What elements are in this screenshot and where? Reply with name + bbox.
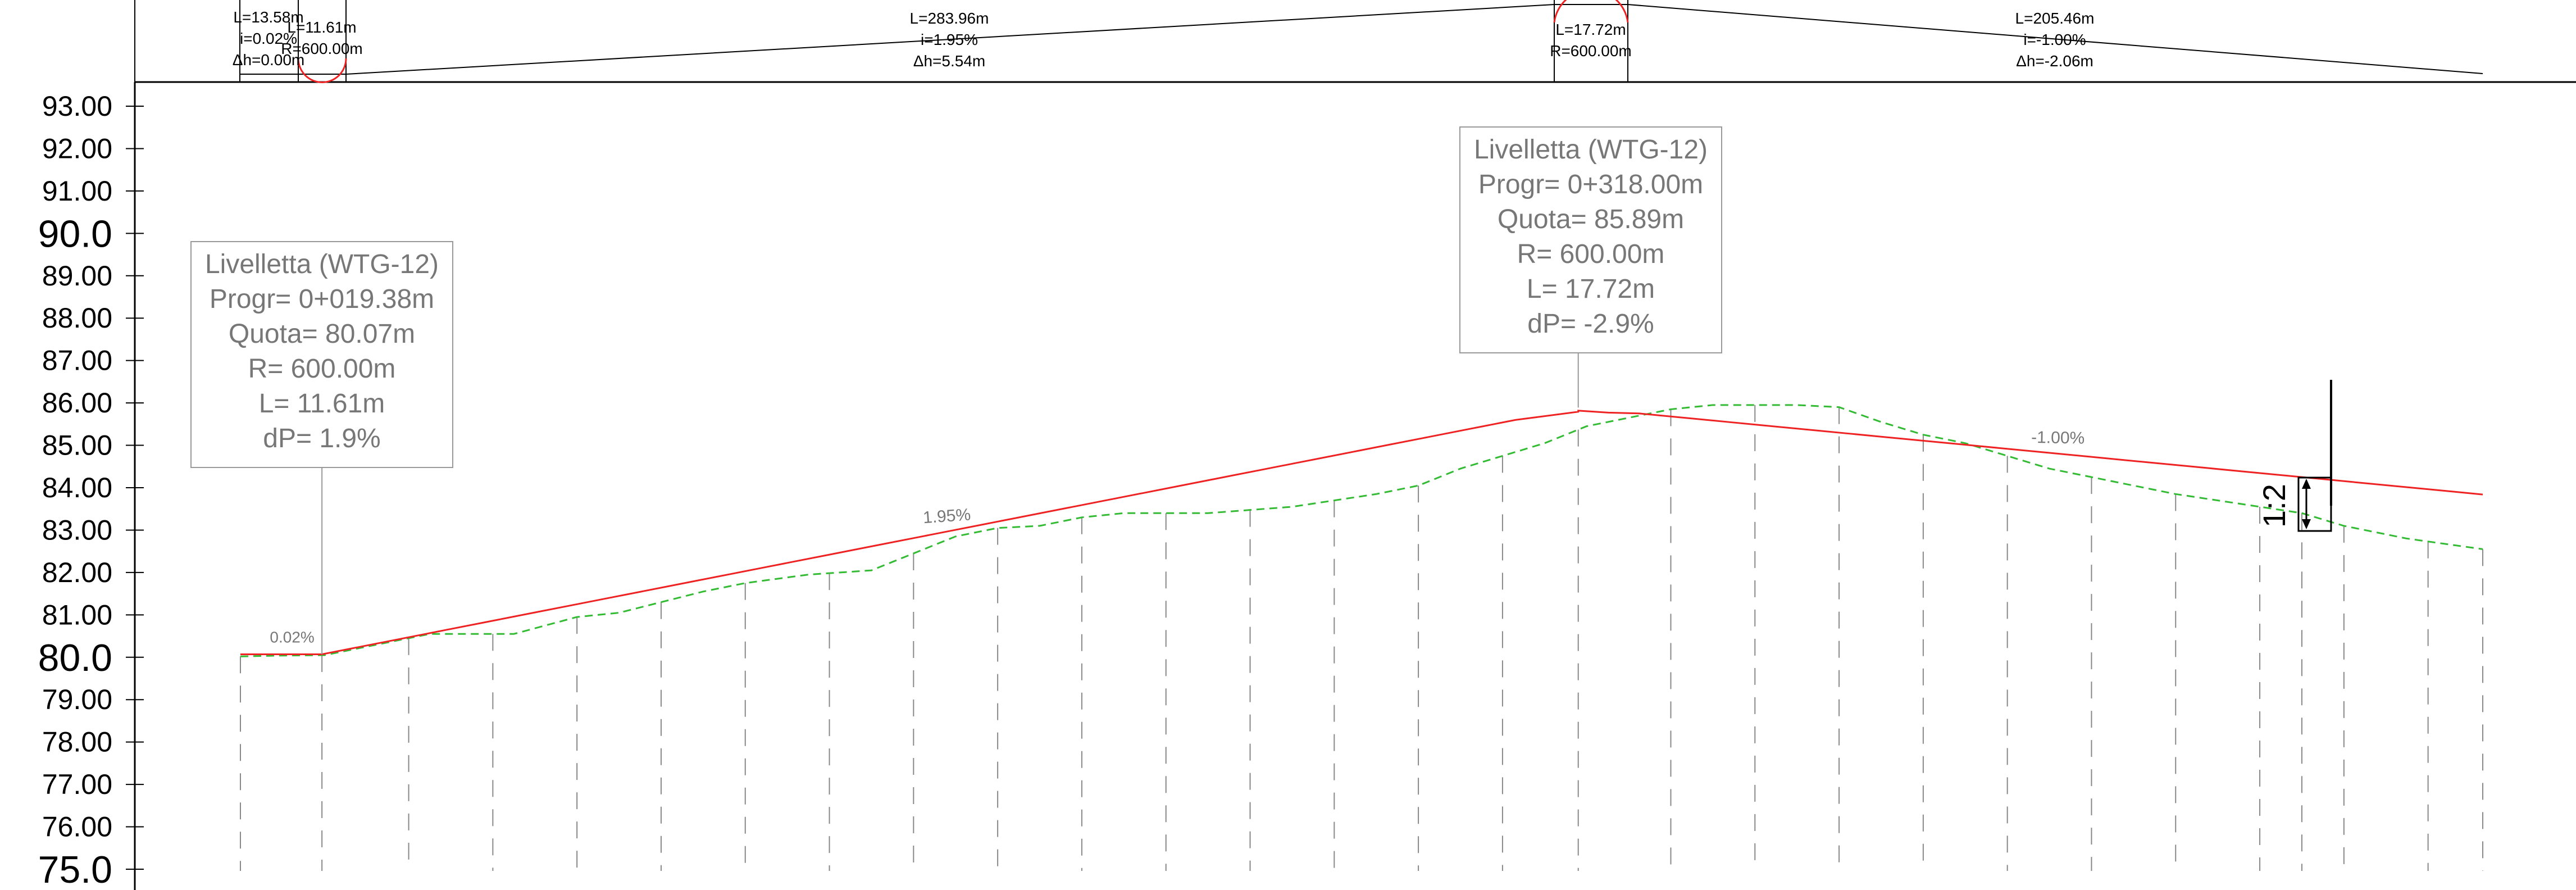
vertical-curve-callout: Livelletta (WTG-12) Progr= 0+019.38m Quo… — [190, 241, 453, 655]
callout-quota: Quota= 85.89m — [1498, 205, 1684, 234]
header-segment-3-line-3: Δh=5.54m — [913, 52, 985, 70]
callout-box — [190, 241, 453, 468]
header-segment-3-line-1: L=283.96m — [910, 10, 989, 27]
y-axis-label: 91.00 — [42, 175, 112, 207]
callout-quota: Quota= 80.07m — [229, 319, 415, 349]
scale-marker-bracket — [2297, 476, 2332, 532]
ground-profile-line — [240, 404, 2483, 657]
y-axis-label: 85.00 — [42, 430, 112, 461]
y-axis-label: 76.00 — [42, 811, 112, 843]
slope-label: 1.95% — [922, 505, 971, 527]
callout-title: Livelletta (WTG-12) — [1474, 135, 1708, 165]
callout-progr: Progr= 0+318.00m — [1478, 170, 1703, 199]
callout-radius: R= 600.00m — [248, 354, 396, 384]
grade-line — [240, 410, 2483, 655]
header-segment-1-line-1: L=13.58m — [233, 8, 303, 26]
y-axis-ticks: 93.00 92.00 91.00 90.0 89.00 88.00 87.00 86.00 8… — [38, 90, 144, 890]
callout-radius: R= 600.00m — [1517, 239, 1665, 269]
header-segment-3-line-2: i=1.95% — [921, 31, 978, 48]
y-axis-label: 89.00 — [42, 260, 112, 292]
vertical-curve-callout: Livelletta (WTG-12) Progr= 0+318.00m Quo… — [1459, 126, 1722, 408]
scale-marker-label: 1:2 — [2256, 484, 2292, 528]
header-segment-4-line-2: R=600.00m — [1550, 42, 1632, 60]
callout-delta-slope: dP= 1.9% — [263, 424, 380, 453]
header-segment-2-line-2: R=600.00m — [281, 40, 363, 57]
callout-delta-slope: dP= -2.9% — [1527, 309, 1654, 339]
station-lines — [240, 405, 2483, 871]
callout-progr: Progr= 0+019.38m — [210, 284, 434, 314]
slope-label: 0.02% — [270, 628, 314, 646]
y-axis-label: 79.00 — [42, 684, 112, 715]
scale-marker-arrowhead — [2301, 519, 2311, 529]
y-axis-label: 84.00 — [42, 472, 112, 503]
y-axis-label: 93.00 — [42, 90, 112, 122]
y-axis-label: 75.0 — [38, 848, 112, 890]
y-axis-label: 82.00 — [42, 557, 112, 588]
callout-title: Livelletta (WTG-12) — [205, 249, 439, 279]
header-segment-5-line-3: Δh=-2.06m — [2016, 52, 2093, 70]
y-axis-label: 83.00 — [42, 514, 112, 546]
header-segment-1-line-3: Δh=0.00m — [233, 51, 304, 69]
y-axis-label: 90.0 — [38, 212, 112, 255]
header-segment-5-line-2: i=-1.00% — [2023, 31, 2086, 48]
header-band: L=13.58m i=0.02% Δh=0.00m L=11.61m R=600… — [134, 0, 2576, 83]
vertical-scale-marker: 1:2 — [2256, 380, 2332, 532]
header-grade-diagram — [240, 4, 2483, 75]
callout-box — [1459, 126, 1722, 353]
header-curve-arc — [1553, 0, 1629, 23]
slope-label: -1.00% — [2031, 428, 2085, 448]
callout-length: L= 11.61m — [259, 389, 385, 419]
y-axis-label: 78.00 — [42, 726, 112, 758]
y-axis-label: 80.0 — [38, 637, 112, 679]
y-axis-label: 86.00 — [42, 387, 112, 419]
y-axis: 93.00 92.00 91.00 90.0 89.00 88.00 87.00 86.00 8… — [38, 82, 144, 890]
header-segment-4-line-1: L=17.72m — [1555, 21, 1626, 38]
y-axis-label: 87.00 — [42, 345, 112, 376]
header-curve-arc — [297, 58, 347, 83]
header-segment-5-line-1: L=205.46m — [2015, 10, 2095, 27]
y-axis-label: 77.00 — [42, 769, 112, 800]
callout-length: L= 17.72m — [1527, 274, 1655, 304]
header-segment-2-line-1: L=11.61m — [287, 19, 356, 36]
y-axis-label: 88.00 — [42, 302, 112, 334]
header-segment-1-line-2: i=0.02% — [240, 30, 297, 47]
scale-marker-arrowhead — [2301, 479, 2311, 489]
y-axis-label: 92.00 — [42, 133, 112, 164]
y-axis-label: 81.00 — [42, 599, 112, 630]
